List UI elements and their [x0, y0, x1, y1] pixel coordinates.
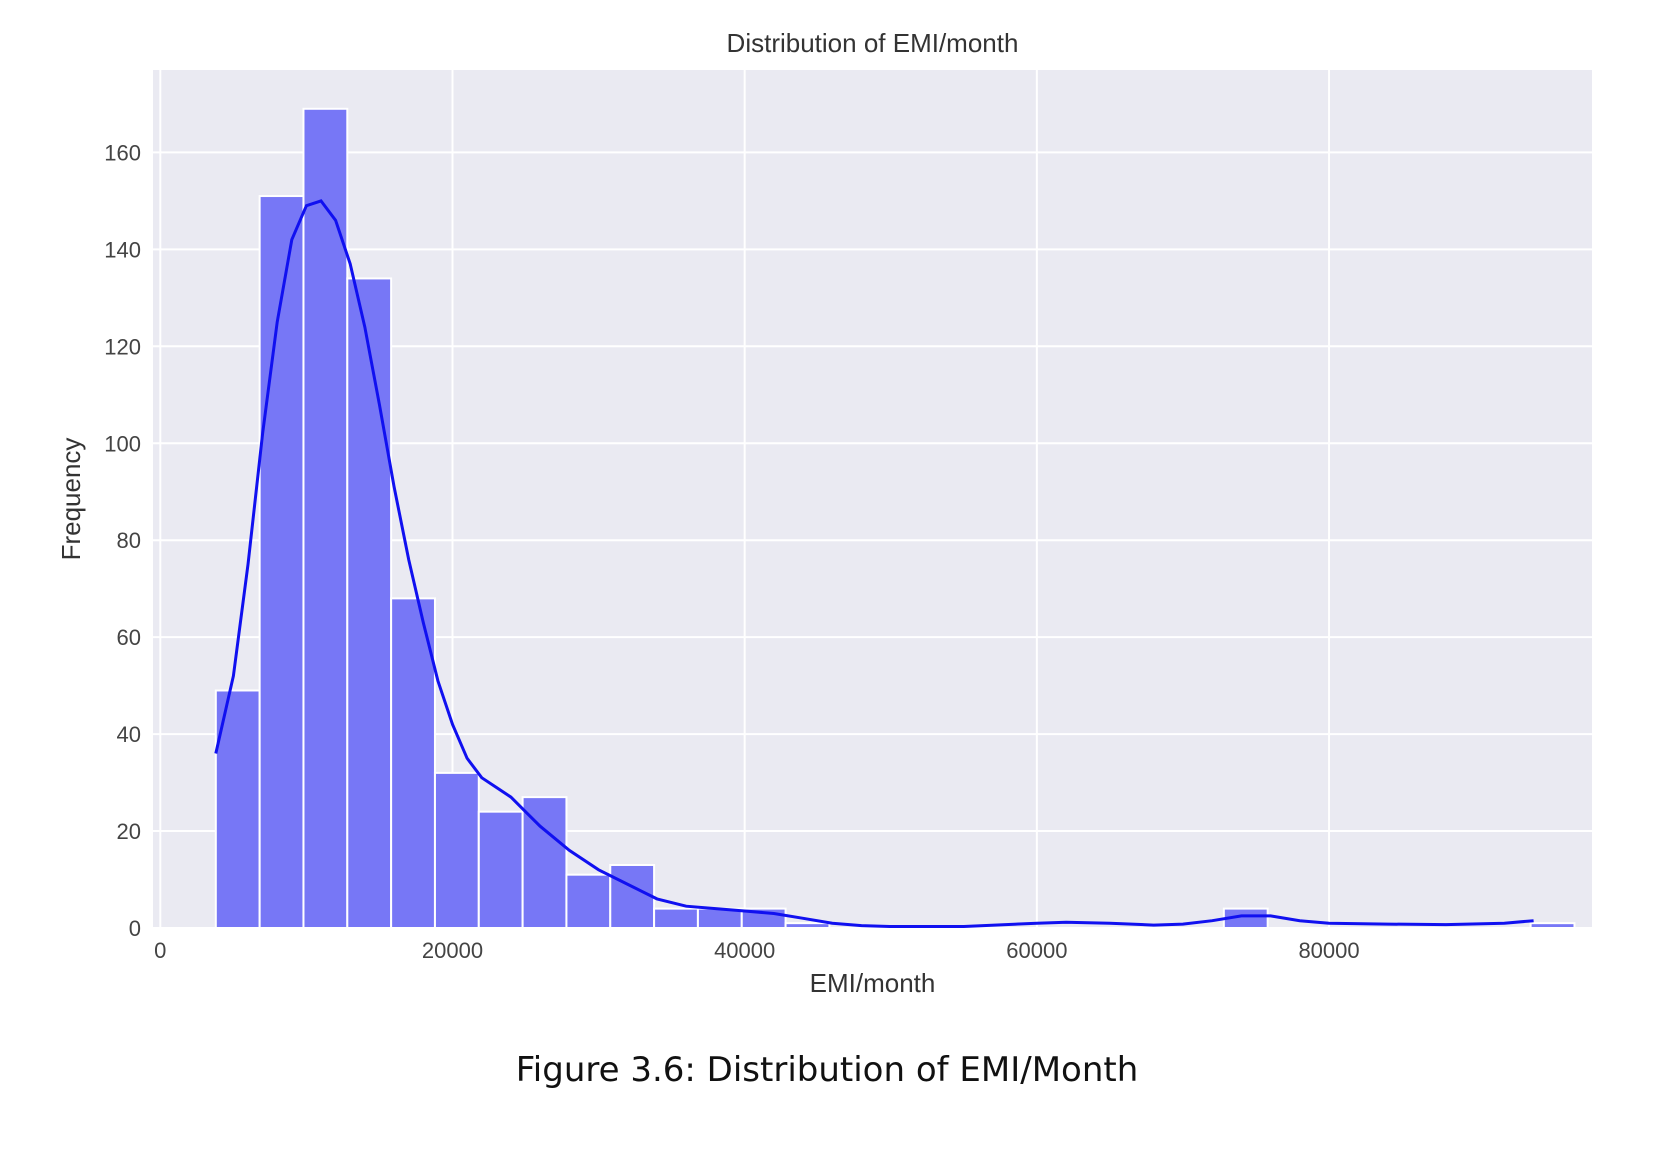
x-tick-label: 0: [154, 938, 166, 963]
x-tick-label: 40000: [714, 938, 775, 963]
y-tick-label: 60: [117, 625, 141, 650]
histogram-bar: [565, 873, 612, 930]
histogram-bar: [1529, 922, 1576, 929]
y-tick-label: 0: [129, 916, 141, 941]
x-tick-label: 60000: [1006, 938, 1067, 963]
histogram-bars: [214, 107, 1576, 930]
y-axis-label: Frequency: [56, 438, 86, 561]
histogram-bar: [609, 863, 656, 929]
y-tick-label: 80: [117, 528, 141, 553]
histogram-chart: 0 20000 40000 60000 80000 0 20 40 60 80 100 120 140…: [56, 28, 1592, 998]
histogram-bar: [433, 771, 480, 929]
x-tick-label: 80000: [1298, 938, 1359, 963]
histogram-bar: [302, 107, 349, 929]
y-tick-label: 140: [104, 237, 141, 262]
x-axis-label: EMI/month: [810, 968, 936, 998]
y-tick-label: 160: [104, 140, 141, 165]
histogram-bar: [346, 277, 393, 929]
kde-curve: [214, 199, 1534, 928]
y-tick-label: 120: [104, 334, 141, 359]
histogram-bar: [521, 796, 568, 930]
y-tick-label: 40: [117, 722, 141, 747]
figure-caption: Figure 3.6: Distribution of EMI/Month: [515, 1050, 1139, 1090]
x-tick-label: 20000: [422, 938, 483, 963]
chart-title: Distribution of EMI/month: [727, 28, 1019, 58]
histogram-bar: [214, 689, 261, 929]
y-tick-label: 20: [117, 819, 141, 844]
y-tick-labels: 0 20 40 60 80 100 120 140 160: [104, 140, 141, 941]
histogram-bar: [653, 907, 699, 929]
histogram-bar: [390, 597, 436, 929]
x-tick-labels: 0 20000 40000 60000 80000: [154, 938, 1359, 963]
histogram-bar: [784, 922, 831, 929]
y-tick-label: 100: [104, 431, 141, 456]
histogram-bar: [477, 810, 524, 929]
